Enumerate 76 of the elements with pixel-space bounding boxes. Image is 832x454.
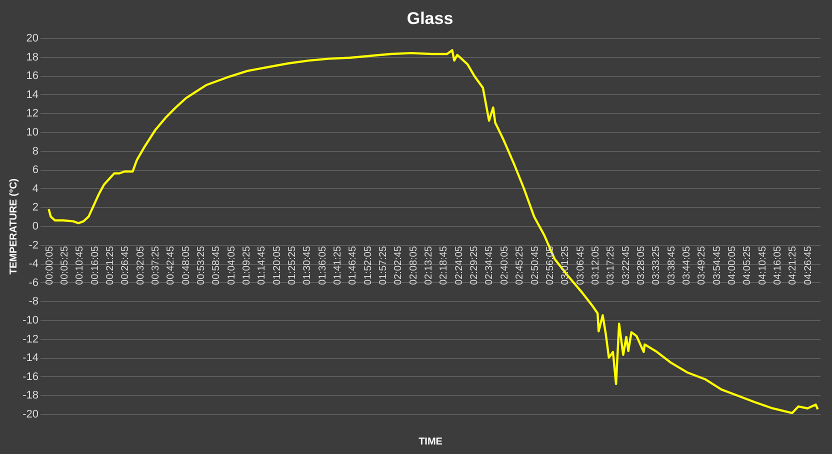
x-tick-label: 04:10:45 (757, 246, 768, 285)
x-tick-label: 04:05:25 (742, 246, 754, 285)
x-tick-label: 02:02:45 (393, 246, 404, 285)
y-tick-label: -10 (22, 314, 38, 326)
x-tick-label: 03:17:25 (606, 246, 617, 285)
y-tick-label: 8 (32, 145, 38, 158)
x-tick-label: 01:57:25 (378, 246, 390, 285)
y-tick-label: -4 (28, 258, 38, 270)
y-tick-label: -6 (28, 276, 38, 289)
x-tick-label: 00:42:45 (166, 246, 177, 285)
y-tick-label: 2 (32, 202, 38, 214)
y-tick-label: -14 (22, 352, 38, 364)
x-tick-label: 03:33:25 (651, 246, 662, 285)
x-tick-label: 01:46:45 (348, 246, 359, 285)
y-tick-label: 20 (26, 32, 38, 44)
x-tick-label: 04:00:05 (726, 246, 738, 285)
x-tick-label: 02:34:45 (484, 246, 496, 285)
x-tick-label: 03:44:05 (681, 246, 692, 285)
x-tick-label: 03:49:25 (696, 246, 708, 285)
x-tick-label: 03:06:45 (575, 246, 586, 285)
x-tick-label: 03:38:45 (666, 246, 678, 285)
x-tick-label: 00:10:45 (74, 246, 86, 285)
x-tick-label: 03:22:45 (620, 246, 632, 285)
x-tick-label: 01:52:05 (362, 246, 374, 285)
x-tick-label: 04:16:05 (772, 246, 784, 285)
y-tick-label: 10 (26, 126, 38, 138)
x-tick-label: 01:25:25 (287, 246, 298, 285)
y-axis-title: TEMPERATURE (°C) (8, 178, 20, 275)
x-tick-label: 01:14:45 (256, 246, 268, 285)
x-tick-label: 02:18:45 (438, 246, 450, 285)
x-tick-label: 00:00:05 (44, 246, 56, 285)
y-tick-label: 18 (26, 51, 38, 64)
y-tick-label: 6 (32, 164, 38, 176)
x-tick-label: 00:48:05 (180, 246, 192, 285)
x-tick-label: 02:24:05 (454, 246, 465, 285)
x-tick-label: 03:28:05 (636, 246, 647, 285)
x-tick-label: 02:40:05 (499, 246, 510, 285)
x-axis-title: TIME (418, 436, 443, 448)
x-tick-label: 01:09:25 (241, 246, 252, 285)
x-tick-label: 02:50:45 (530, 246, 541, 285)
y-tick-label: 0 (32, 220, 38, 232)
y-tick-label: -20 (22, 408, 38, 420)
y-tick-label: -8 (28, 296, 38, 308)
x-tick-label: 00:37:25 (150, 246, 162, 285)
y-tick-label: 16 (26, 70, 38, 82)
y-tick-label: 4 (32, 182, 38, 195)
y-tick-label: -18 (22, 390, 38, 402)
chart-title: Glass (406, 9, 454, 28)
x-tick-label: 00:32:05 (135, 246, 146, 285)
x-tick-label: 01:36:05 (317, 246, 328, 285)
y-tick-label: 12 (26, 108, 38, 120)
x-tick-label: 01:41:25 (332, 246, 344, 285)
x-tick-label: 02:29:25 (469, 246, 480, 285)
line-series (48, 49, 819, 414)
x-tick-label: 04:21:25 (788, 246, 799, 285)
x-tick-label: 03:01:25 (560, 246, 572, 285)
y-tick-label: -12 (22, 333, 38, 346)
y-tick-label: -16 (22, 370, 38, 383)
x-tick-label: 04:26:45 (802, 246, 814, 285)
x-tick-label: 00:53:25 (196, 246, 207, 285)
x-tick-label: 00:21:25 (104, 246, 116, 285)
y-tick-label: 14 (26, 88, 38, 101)
x-tick-label: 00:58:45 (211, 246, 222, 285)
x-tick-label: 03:12:05 (590, 246, 602, 285)
x-tick-label: 02:13:25 (424, 246, 435, 285)
x-tick-label: 01:20:05 (272, 246, 283, 285)
x-tick-label: 02:08:05 (408, 246, 420, 285)
x-tick-label: 03:54:45 (712, 246, 723, 285)
x-tick-label: 01:30:45 (302, 246, 314, 285)
x-tick-label: 00:16:05 (90, 246, 101, 285)
x-tick-label: 00:26:45 (120, 246, 132, 285)
x-tick-label: 02:56:05 (544, 246, 556, 285)
y-tick-label: -2 (28, 239, 38, 252)
x-tick-label: 01:04:05 (226, 246, 238, 285)
x-tick-label: 02:45:25 (514, 246, 526, 285)
x-tick-label: 00:05:25 (59, 246, 70, 285)
